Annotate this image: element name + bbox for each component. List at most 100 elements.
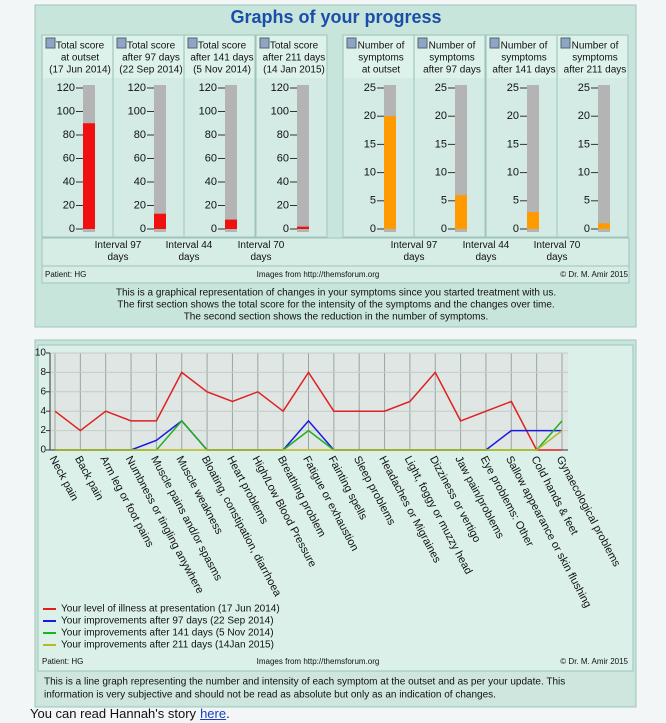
interval-row — [41, 237, 630, 267]
y-tick-label: 100 — [199, 105, 217, 117]
gauge-fill — [83, 123, 95, 229]
source: Images from http://themsforum.org — [257, 270, 380, 279]
y-tick-label: 15 — [364, 138, 376, 150]
gauge-header: after 141 days — [190, 53, 253, 64]
gauge-header: (14 Jan 2015) — [263, 65, 325, 76]
y-tick-label: 5 — [441, 195, 447, 207]
footer-row — [41, 265, 630, 284]
y-tick-label: 40 — [277, 176, 289, 188]
y-tick-label: 6 — [40, 386, 46, 397]
gauge-fill — [598, 223, 610, 229]
story-link[interactable]: here — [200, 706, 227, 721]
y-tick-label: 20 — [507, 110, 519, 122]
gauge-header: (5 Nov 2014) — [193, 65, 251, 76]
y-tick-label: 0 — [370, 223, 376, 235]
gauge-header: Number of — [501, 41, 548, 52]
y-tick-label: 25 — [435, 82, 447, 94]
gauge-tube — [225, 85, 237, 232]
y-tick-label: 40 — [63, 176, 75, 188]
y-tick-label: 0 — [40, 445, 46, 456]
series-line — [54, 371, 562, 451]
y-tick-label: 80 — [63, 129, 75, 141]
y-tick-label: 20 — [435, 110, 447, 122]
y-tick-label: 0 — [283, 223, 289, 235]
gauge-header: after 97 days — [423, 65, 481, 76]
gauge-header: after 211 days — [263, 53, 326, 64]
gauge-fill — [455, 195, 467, 229]
y-tick-label: 4 — [40, 406, 46, 417]
gauge-header: (17 Jun 2014) — [49, 65, 111, 76]
gauge-fill — [297, 226, 309, 229]
y-tick-label: 25 — [578, 82, 590, 94]
y-tick-label: 40 — [134, 176, 146, 188]
gauge-header: Total score — [56, 41, 105, 52]
y-tick-label: 80 — [205, 129, 217, 141]
gauge-header: after 211 days — [564, 65, 627, 76]
gauge-header: Number of — [429, 41, 476, 52]
info-icon — [45, 37, 56, 49]
gauge-header: at outset — [362, 65, 401, 76]
description-line: The first section shows the total score … — [117, 300, 554, 311]
info-icon — [116, 37, 127, 49]
info-icon — [346, 37, 357, 49]
legend-label: Your improvements after 211 days (14Jan … — [61, 640, 274, 651]
interval: Interval 70 days — [237, 240, 285, 263]
y-tick-label: 8 — [40, 367, 46, 378]
legend-label: Your improvements after 141 days (5 Nov … — [61, 628, 274, 639]
y-tick-label: 5 — [370, 195, 376, 207]
y-tick-label: 20 — [134, 199, 146, 211]
gauge-header: symptoms — [501, 53, 547, 64]
y-tick-label: 120 — [271, 82, 289, 94]
gauge-fill — [154, 213, 166, 229]
y-tick-label: 0 — [513, 223, 519, 235]
y-tick-label: 10 — [578, 167, 590, 179]
patient: Patient: HG — [42, 657, 83, 666]
gauge-header: Total score — [127, 41, 176, 52]
gauge-header: Total score — [198, 41, 247, 52]
panel-title: Graphs of your progress — [230, 7, 441, 27]
description-line: The second section shows the reduction i… — [184, 312, 489, 323]
y-tick-label: 20 — [364, 110, 376, 122]
gauge-header: after 97 days — [122, 53, 180, 64]
copyright: © Dr. M. Amir 2015 — [560, 657, 628, 666]
interval: Interval 70 days — [533, 240, 581, 263]
gauge-fill — [384, 116, 396, 229]
y-tick-label: 10 — [35, 348, 47, 359]
y-tick-label: 0 — [69, 223, 75, 235]
legend-label: Your improvements after 97 days (22 Sep … — [61, 616, 274, 627]
description-line: This is a graphical representation of ch… — [116, 288, 556, 299]
info-icon — [187, 37, 198, 49]
y-tick-label: 100 — [57, 105, 75, 117]
series-line — [55, 430, 563, 451]
y-tick-label: 5 — [584, 195, 590, 207]
y-tick-label: 20 — [205, 199, 217, 211]
gauge-tube — [297, 85, 309, 232]
gauge-header: Number of — [572, 41, 619, 52]
gauge-tube — [527, 85, 539, 232]
interval: Interval 97 days — [94, 240, 142, 263]
gauge-header: Number of — [358, 41, 405, 52]
y-tick-label: 60 — [277, 152, 289, 164]
story: You can read Hannah's story here. — [30, 706, 230, 721]
y-tick-label: 120 — [128, 82, 146, 94]
y-tick-label: 120 — [199, 82, 217, 94]
gauge-header: Total score — [270, 41, 319, 52]
y-tick-label: 15 — [507, 138, 519, 150]
y-tick-label: 60 — [63, 152, 75, 164]
y-tick-label: 100 — [128, 105, 146, 117]
gauge-header: at outset — [61, 53, 100, 64]
interval: Interval 44 days — [165, 240, 213, 263]
gauge-header: symptoms — [358, 53, 404, 64]
y-tick-label: 60 — [134, 152, 146, 164]
gauge-tube — [598, 85, 610, 232]
y-tick-label: 0 — [140, 223, 146, 235]
interval: Interval 44 days — [462, 240, 510, 263]
copyright: © Dr. M. Amir 2015 — [560, 270, 628, 279]
gauge-fill — [527, 212, 539, 229]
y-tick-label: 0 — [441, 223, 447, 235]
y-tick-label: 25 — [507, 82, 519, 94]
y-tick-label: 80 — [277, 129, 289, 141]
y-tick-label: 10 — [507, 167, 519, 179]
legend-label: Your level of illness at presentation (1… — [61, 604, 280, 615]
